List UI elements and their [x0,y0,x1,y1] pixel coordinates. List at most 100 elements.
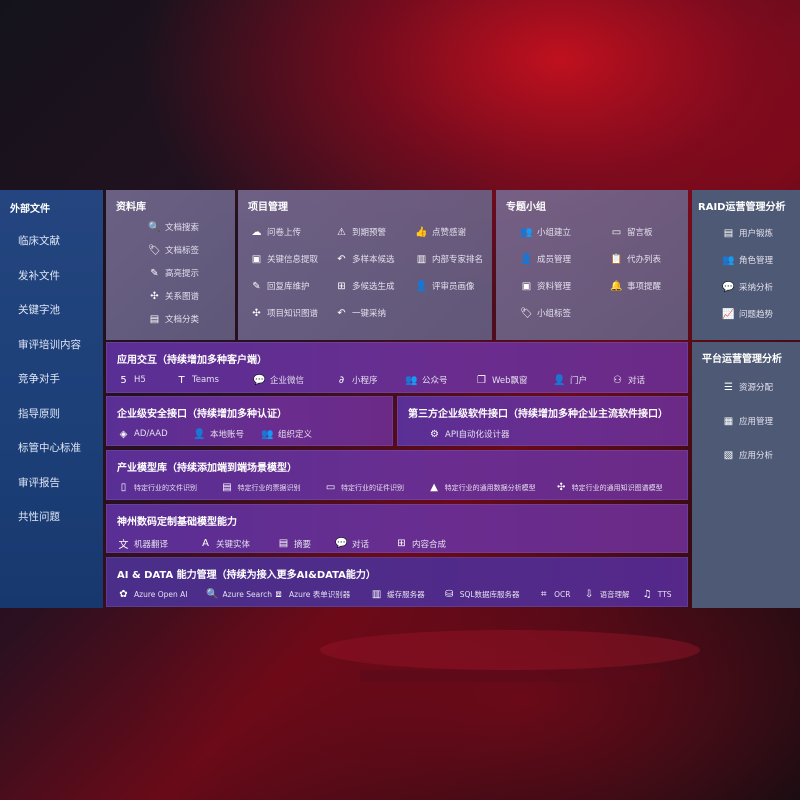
id-card-icon: ▤ [723,227,734,239]
reply-icon: ↶ [337,253,346,265]
project-item[interactable]: 👍 点赞感谢 [415,226,495,239]
security-item[interactable]: 👤 本地账号 [193,428,261,441]
sidebar-item[interactable]: 审评培训内容 [18,338,81,351]
industry-item[interactable]: ▤ 特定行业的票据识别 [221,482,325,493]
ai-item[interactable]: ⧈ Azure 表单识别器 [272,589,370,600]
ai-item[interactable]: ⛁ SQL数据库服务器 [443,589,537,600]
clipboard-icon: 📋 [610,253,623,265]
item-label: 特定行业的通用数据分析模型 [444,483,536,492]
project-item[interactable]: ✣ 项目知识图谱 [250,307,335,320]
item-label: Web飘窗 [492,376,528,386]
app-item[interactable]: ⚇ 对话 [611,374,661,387]
sidebar-item[interactable]: 指导原则 [18,407,60,420]
base-item[interactable]: ⊞ 内容合成 [395,536,475,551]
platform-item[interactable]: ▦ 应用管理 [722,415,790,428]
raid-item[interactable]: 💬 采纳分析 [722,281,790,294]
project-item[interactable]: ⚠ 到期预警 [335,226,415,239]
app-item[interactable]: 👤 门户 [553,374,611,387]
app-item[interactable]: ∂ 小程序 [335,374,405,387]
library-item[interactable]: ✎ 高亮提示 [148,267,225,280]
group-item[interactable]: 🏷 小组标签 [520,307,610,320]
library-item[interactable]: ▤ 文档分类 [148,313,225,326]
industry-item[interactable]: ✣ 特定行业的通用知识图谱模型 [555,482,677,493]
panel-title: 企业级安全接口（持续增加多种认证） [117,409,287,420]
panel-ai-data: AI & DATA 能力管理（持续为接入更多AI&DATA能力） ✿ Azure … [106,557,688,607]
sidebar-item[interactable]: 标管中心标准 [18,442,81,454]
base-item[interactable]: ▤ 摘要 [277,536,335,551]
library-item[interactable]: 🔍 文档搜索 [148,221,225,234]
base-item[interactable]: A 关键实体 [199,536,277,551]
project-item[interactable]: ✎ 回复库维护 [250,280,335,293]
users-icon: 👥 [722,254,735,266]
sidebar-item[interactable]: 审评报告 [18,476,60,489]
ranking-icon: ▥ [416,253,427,265]
project-item[interactable]: ☁ 问卷上传 [250,226,335,239]
security-item[interactable]: 👥 组织定义 [261,428,331,441]
item-label: 用户锻炼 [739,229,774,239]
edit-icon: ✎ [252,280,261,292]
sidebar-item[interactable]: 关键字池 [18,304,60,316]
app-item[interactable]: ❐ Web飘窗 [475,374,553,387]
project-item[interactable]: ▣ 关键信息提取 [250,253,335,266]
security-item[interactable]: ◈ AD/AAD [117,428,193,440]
item-label: 小组标签 [537,309,572,319]
graph-icon: ✣ [150,290,159,302]
panel-title: 产业模型库（持续添加端到端场景模型） [117,463,297,474]
group-item[interactable]: 👤 成员管理 [520,253,610,266]
ai-item[interactable]: ⌗ OCR [537,589,582,600]
sidebar-item[interactable]: 竞争对手 [18,373,60,385]
panel-library: 资料库 🔍 文档搜索 🏷 文档标签 ✎ 高亮提示 ✣ 关系图谱 ▤ 文档分类 [106,190,235,340]
qa-icon: 💬 [722,281,735,293]
panel-title: 神州数码定制基础模型能力 [117,517,237,528]
industry-item[interactable]: ▭ 特定行业的证件识别 [324,482,428,493]
item-label: 内部专家排名 [432,255,484,265]
speech-icon: ⇩ [584,589,594,600]
raid-item[interactable]: 👥 角色管理 [722,254,790,267]
app-item[interactable]: 👥 公众号 [405,374,475,387]
panel-title: 第三方企业级软件接口（持续增加多种企业主流软件接口） [408,409,668,420]
item-label: 应用分析 [739,451,774,461]
sidebar-item[interactable]: 共性问题 [18,511,60,523]
group-item[interactable]: 📋 代办列表 [610,253,690,266]
panel-industry-models: 产业模型库（持续添加端到端场景模型） ▯ 特定行业的文件识别 ▤ 特定行业的票据识别 ▭… [106,450,688,500]
raid-item[interactable]: 📈 问题趋势 [722,308,790,321]
tts-icon: ♫ [642,589,652,600]
panel-project: 项目管理 ☁ 问卷上传 ⚠ 到期预警 👍 点赞感谢 ▣ 关键信息提取 ↶ 多样本候选 ▥ 内部专家排名… [238,190,492,340]
org-icon: 👥 [261,428,274,440]
library-item[interactable]: ✣ 关系图谱 [148,290,225,303]
industry-item[interactable]: ▲ 特定行业的通用数据分析模型 [428,482,555,493]
industry-item[interactable]: ▯ 特定行业的文件识别 [117,482,221,493]
ai-item[interactable]: ✿ Azure Open AI [117,589,206,600]
group-item[interactable]: 👥 小组建立 [520,226,610,239]
platform-item[interactable]: ☰ 资源分配 [722,381,790,394]
ai-item[interactable]: ♫ TTS [641,589,677,600]
app-item[interactable]: T Teams [175,374,253,386]
ai-item[interactable]: ▥ 缓存服务器 [370,589,443,600]
sidebar-item[interactable]: 发补文件 [18,269,60,282]
sidebar-item[interactable]: 临床文献 [18,235,60,247]
project-item[interactable]: ↶ 一键采纳 [335,307,415,320]
project-item[interactable]: ⊞ 多候选生成 [335,280,415,293]
raid-item[interactable]: ▤ 用户锻炼 [722,227,790,240]
group-item[interactable]: ▭ 留言板 [610,226,690,239]
project-item[interactable]: 👤 评审员画像 [415,280,495,293]
item-label: 组织定义 [278,430,313,440]
panel-title: RAID运营管理分析 [698,202,786,213]
group-item[interactable]: 🔔 事项提醒 [610,280,690,293]
file-icon: ▯ [120,482,127,493]
form-recognizer-icon: ⧈ [275,589,282,600]
ai-item[interactable]: 🔍 Azure Search [206,589,272,600]
thirdparty-item[interactable]: ⚙ API自动化设计器 [428,428,509,441]
project-item[interactable]: ▥ 内部专家排名 [415,253,495,266]
library-item[interactable]: 🏷 文档标签 [148,244,225,257]
base-item[interactable]: 文机器翻译 [117,536,199,552]
group-item[interactable]: ▣ 资料管理 [520,280,610,293]
app-item[interactable]: 💬 企业微信 [253,374,335,387]
platform-item[interactable]: ▧ 应用分析 [722,449,790,462]
item-label: 机器翻译 [134,539,169,550]
base-item[interactable]: 💬 对话 [335,536,395,551]
project-item[interactable]: ↶ 多样本候选 [335,253,415,266]
ai-item[interactable]: ⇩ 语音理解 [583,589,641,600]
app-item[interactable]: 5 H5 [117,374,175,386]
person-icon: 👤 [415,280,428,292]
